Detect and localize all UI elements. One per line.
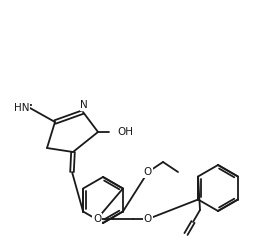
Text: O: O	[93, 214, 101, 224]
Text: OH: OH	[117, 127, 133, 137]
Text: O: O	[144, 167, 152, 177]
Text: N: N	[80, 100, 88, 110]
Text: HN: HN	[14, 103, 30, 113]
Text: O: O	[144, 214, 152, 224]
